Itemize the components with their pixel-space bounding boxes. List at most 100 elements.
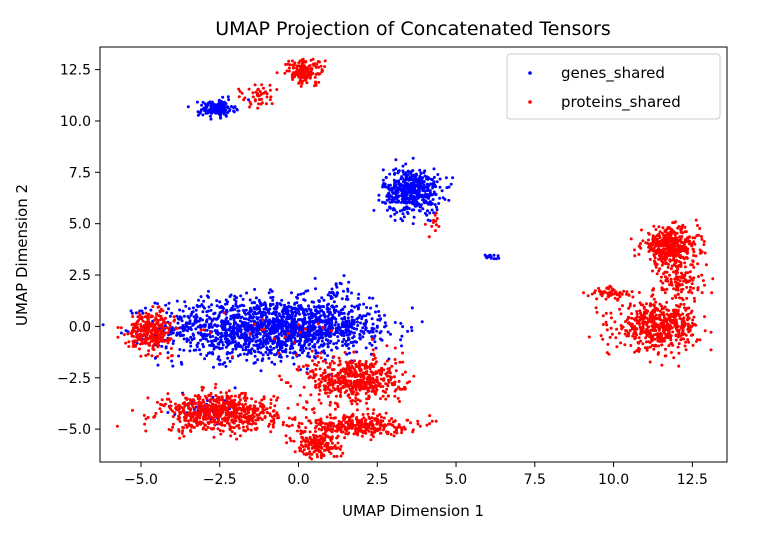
data-point: [675, 231, 679, 235]
data-point: [134, 330, 138, 334]
data-point: [297, 307, 301, 311]
data-point: [264, 350, 268, 354]
data-point: [634, 327, 638, 330]
data-point: [262, 339, 266, 343]
data-point: [342, 289, 345, 293]
data-point: [711, 277, 715, 281]
data-point: [687, 340, 691, 344]
data-point: [348, 351, 351, 355]
data-point: [430, 193, 434, 197]
data-point: [210, 351, 214, 355]
data-point: [363, 324, 367, 328]
data-point: [449, 182, 453, 186]
data-point: [377, 198, 381, 202]
data-point: [323, 351, 327, 355]
data-point: [311, 319, 315, 323]
data-point: [322, 342, 326, 346]
data-point: [692, 254, 695, 257]
data-point: [304, 407, 308, 411]
data-point: [710, 291, 714, 295]
data-point: [447, 185, 451, 189]
data-point: [261, 344, 265, 348]
data-point: [181, 333, 185, 337]
data-point: [307, 343, 311, 347]
data-point: [281, 312, 285, 316]
data-point: [277, 332, 281, 336]
data-point: [406, 173, 410, 177]
data-point: [663, 291, 667, 295]
data-point: [197, 400, 201, 404]
data-point: [292, 362, 296, 366]
data-point: [677, 225, 681, 228]
data-point: [368, 378, 372, 381]
data-point: [224, 406, 228, 410]
data-point: [375, 325, 379, 329]
data-point: [182, 434, 186, 438]
data-point: [627, 293, 631, 297]
data-point: [609, 316, 613, 320]
data-point: [209, 339, 213, 343]
data-point: [383, 182, 387, 186]
data-point: [139, 328, 143, 332]
data-point: [234, 347, 238, 351]
data-point: [397, 379, 401, 383]
data-point: [240, 392, 244, 395]
data-point: [220, 346, 224, 350]
data-point: [130, 311, 134, 315]
data-point: [359, 321, 362, 325]
data-point: [225, 338, 229, 342]
data-point: [229, 105, 233, 108]
data-point: [317, 325, 321, 329]
data-point: [374, 392, 377, 396]
data-point: [428, 189, 432, 193]
data-point: [429, 182, 433, 186]
data-point: [328, 391, 332, 395]
data-point: [229, 293, 233, 297]
data-point: [678, 316, 682, 320]
data-point: [601, 337, 605, 341]
data-point: [231, 308, 235, 312]
data-point: [178, 436, 182, 440]
data-point: [323, 332, 326, 336]
data-point: [189, 344, 193, 348]
data-point: [425, 194, 429, 198]
data-point: [664, 354, 668, 358]
data-point: [654, 265, 658, 269]
data-point: [312, 305, 316, 309]
data-point: [255, 408, 259, 412]
data-point: [431, 186, 435, 190]
data-point: [139, 323, 143, 326]
data-point: [393, 208, 397, 212]
data-point: [303, 318, 307, 321]
data-point: [283, 332, 287, 336]
data-point: [680, 227, 684, 231]
data-point: [344, 324, 348, 327]
data-point: [300, 351, 304, 355]
data-point: [230, 394, 233, 398]
data-point: [648, 257, 652, 261]
data-point: [275, 411, 279, 415]
data-point: [656, 308, 660, 312]
data-point: [243, 394, 247, 398]
data-point: [312, 300, 316, 304]
data-point: [296, 293, 300, 297]
data-point: [271, 302, 275, 306]
data-point: [273, 310, 277, 314]
data-point: [678, 275, 682, 279]
data-point: [671, 258, 675, 262]
data-point: [685, 296, 689, 300]
data-point: [326, 345, 330, 349]
data-point: [269, 402, 273, 405]
data-point: [170, 359, 174, 363]
data-point: [633, 248, 636, 252]
data-point: [258, 338, 262, 342]
data-point: [444, 176, 448, 180]
data-point: [254, 400, 258, 404]
data-point: [116, 326, 120, 329]
data-point: [339, 393, 342, 397]
data-point: [223, 302, 227, 306]
data-point: [273, 353, 276, 357]
data-point: [199, 338, 202, 342]
data-point: [604, 320, 608, 324]
data-point: [310, 337, 314, 341]
